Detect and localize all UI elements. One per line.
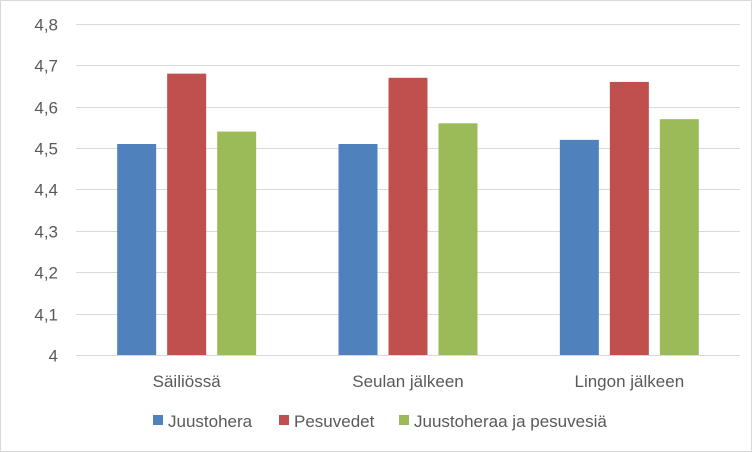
bars [117,73,699,356]
bar-1-3 [559,139,599,355]
legend-swatch [279,415,289,425]
y-tick-label: 4,8 [34,16,58,35]
category-label: Seulan jälkeen [352,372,464,391]
y-tick-label: 4,7 [34,57,58,76]
bar-2-2 [388,77,428,355]
bar-3-1 [217,131,257,355]
y-tick-label: 4,1 [34,306,58,325]
category-labels: Säiliössä Seulan jälkeen Lingon jälkeen [153,372,685,391]
y-tick-label: 4,5 [34,140,58,159]
legend-swatch [399,415,409,425]
legend-swatch [153,415,163,425]
legend-label: Pesuvedet [294,412,375,431]
y-tick-label: 4,3 [34,223,58,242]
category-label: Säiliössä [153,372,222,391]
y-tick-label: 4,6 [34,99,58,118]
y-tick-label: 4,4 [34,181,58,200]
bar-1-1 [117,143,157,355]
y-axis-tick-labels: 4 4,1 4,2 4,3 4,4 4,5 4,6 4,7 4,8 [34,16,58,366]
y-tick-label: 4 [49,347,58,366]
legend-label: Juustohera [168,412,253,431]
y-tick-label: 4,2 [34,264,58,283]
bar-3-3 [659,119,699,355]
bar-1-2 [338,143,378,355]
legend-label: Juustoheraa ja pesuvesiä [414,412,607,431]
category-label: Lingon jälkeen [575,372,685,391]
bar-2-3 [609,81,649,356]
bar-3-2 [438,123,478,355]
legend: Juustohera Pesuvedet Juustoheraa ja pesuve… [153,412,607,431]
bar-2-1 [167,73,207,356]
